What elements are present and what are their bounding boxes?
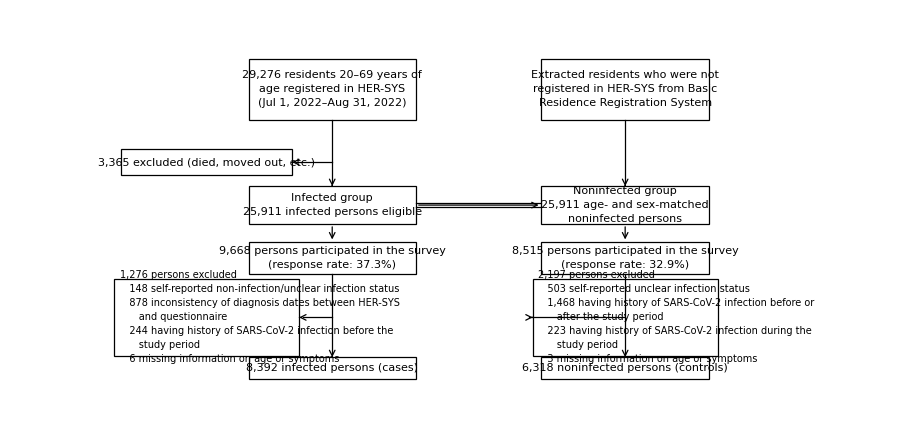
- Text: Noninfected group
25,911 age- and sex-matched
noninfected persons: Noninfected group 25,911 age- and sex-ma…: [542, 186, 709, 224]
- FancyBboxPatch shape: [542, 357, 709, 379]
- Text: 3,365 excluded (died, moved out, etc.): 3,365 excluded (died, moved out, etc.): [98, 157, 315, 167]
- FancyBboxPatch shape: [542, 242, 709, 274]
- Text: 1,276 persons excluded
   148 self-reported non-infection/unclear infection stat: 1,276 persons excluded 148 self-reported…: [120, 270, 400, 364]
- FancyBboxPatch shape: [542, 59, 709, 120]
- FancyBboxPatch shape: [248, 242, 416, 274]
- FancyBboxPatch shape: [114, 278, 299, 356]
- FancyBboxPatch shape: [533, 278, 717, 356]
- FancyBboxPatch shape: [248, 357, 416, 379]
- Text: 6,318 noninfected persons (controls): 6,318 noninfected persons (controls): [522, 363, 728, 373]
- Text: 2,197 persons excluded
   503 self-reported unclear infection status
   1,468 ha: 2,197 persons excluded 503 self-reported…: [538, 270, 814, 364]
- Text: 9,668 persons participated in the survey
(response rate: 37.3%): 9,668 persons participated in the survey…: [219, 246, 446, 270]
- FancyBboxPatch shape: [248, 59, 416, 120]
- Text: 8,515 persons participated in the survey
(response rate: 32.9%): 8,515 persons participated in the survey…: [512, 246, 739, 270]
- Text: 29,276 residents 20–69 years of
age registered in HER-SYS
(Jul 1, 2022–Aug 31, 2: 29,276 residents 20–69 years of age regi…: [242, 70, 422, 109]
- FancyBboxPatch shape: [542, 186, 709, 224]
- Text: 8,392 infected persons (cases): 8,392 infected persons (cases): [247, 363, 418, 373]
- FancyBboxPatch shape: [122, 149, 292, 175]
- Text: Extracted residents who were not
registered in HER-SYS from Basic
Residence Regi: Extracted residents who were not registe…: [531, 70, 719, 109]
- Text: Infected group
25,911 infected persons eligible: Infected group 25,911 infected persons e…: [243, 193, 422, 217]
- FancyBboxPatch shape: [248, 186, 416, 224]
